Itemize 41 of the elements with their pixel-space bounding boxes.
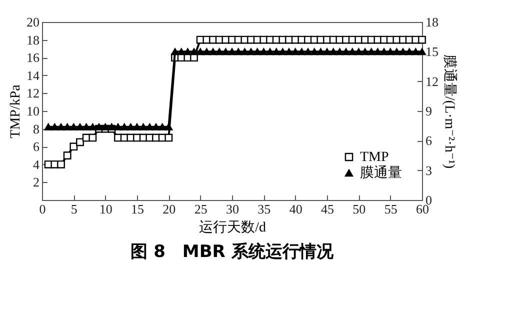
point (57, 160, 65, 168)
y-tick-label: 14 (26, 68, 40, 83)
x-tick-label: 55 (384, 202, 398, 216)
y2-tick-label: 3 (426, 162, 432, 178)
x-tick-label: 45 (321, 202, 334, 216)
y2-tick-label: 15 (426, 44, 438, 60)
y-tick-label: 12 (26, 86, 40, 101)
y-tick-label: 18 (26, 32, 40, 48)
point (76, 138, 84, 146)
point (164, 134, 173, 142)
y2-tick-label: 18 (426, 14, 438, 30)
y-tick-label: 20 (26, 14, 40, 30)
x-tick-label: 35 (258, 202, 271, 216)
y2-tick-label: 12 (426, 74, 438, 89)
y-tick-label: 10 (26, 104, 40, 118)
y2-tick-label: 6 (426, 133, 432, 148)
y-tick-label: 16 (26, 50, 40, 66)
x-tick-label: 25 (194, 202, 208, 216)
point (418, 36, 426, 44)
x-tick-label: 20 (162, 202, 176, 216)
y2-tick-label: 9 (426, 104, 432, 118)
y2-axis-title: 膜通量/(L·m⁻²·h⁻¹) (442, 54, 458, 169)
y-tick-label: 6 (33, 139, 40, 154)
legend-label: TMP (360, 150, 389, 165)
point (88, 134, 97, 142)
point (70, 142, 78, 151)
x-tick-label: 5 (70, 202, 78, 216)
x-tick-label: 30 (226, 202, 239, 216)
x-tick-label: 0 (39, 202, 46, 216)
y-axis-title: TMP/kPa (8, 84, 24, 138)
x-axis-title: 运行天数/d (199, 220, 266, 236)
y-tick-label: 8 (33, 121, 40, 136)
x-tick-label: 15 (131, 202, 144, 216)
y-tick-label: 2 (33, 174, 40, 190)
y-tick-label: 4 (33, 156, 40, 172)
x-tick-label: 10 (99, 202, 112, 216)
point (63, 152, 72, 160)
legend-label: 膜通量 (360, 165, 402, 181)
x-tick-label: 40 (289, 202, 302, 216)
text: 图 8 MBR 系统运行情况 (130, 242, 334, 262)
x-tick-label: 50 (352, 202, 366, 216)
